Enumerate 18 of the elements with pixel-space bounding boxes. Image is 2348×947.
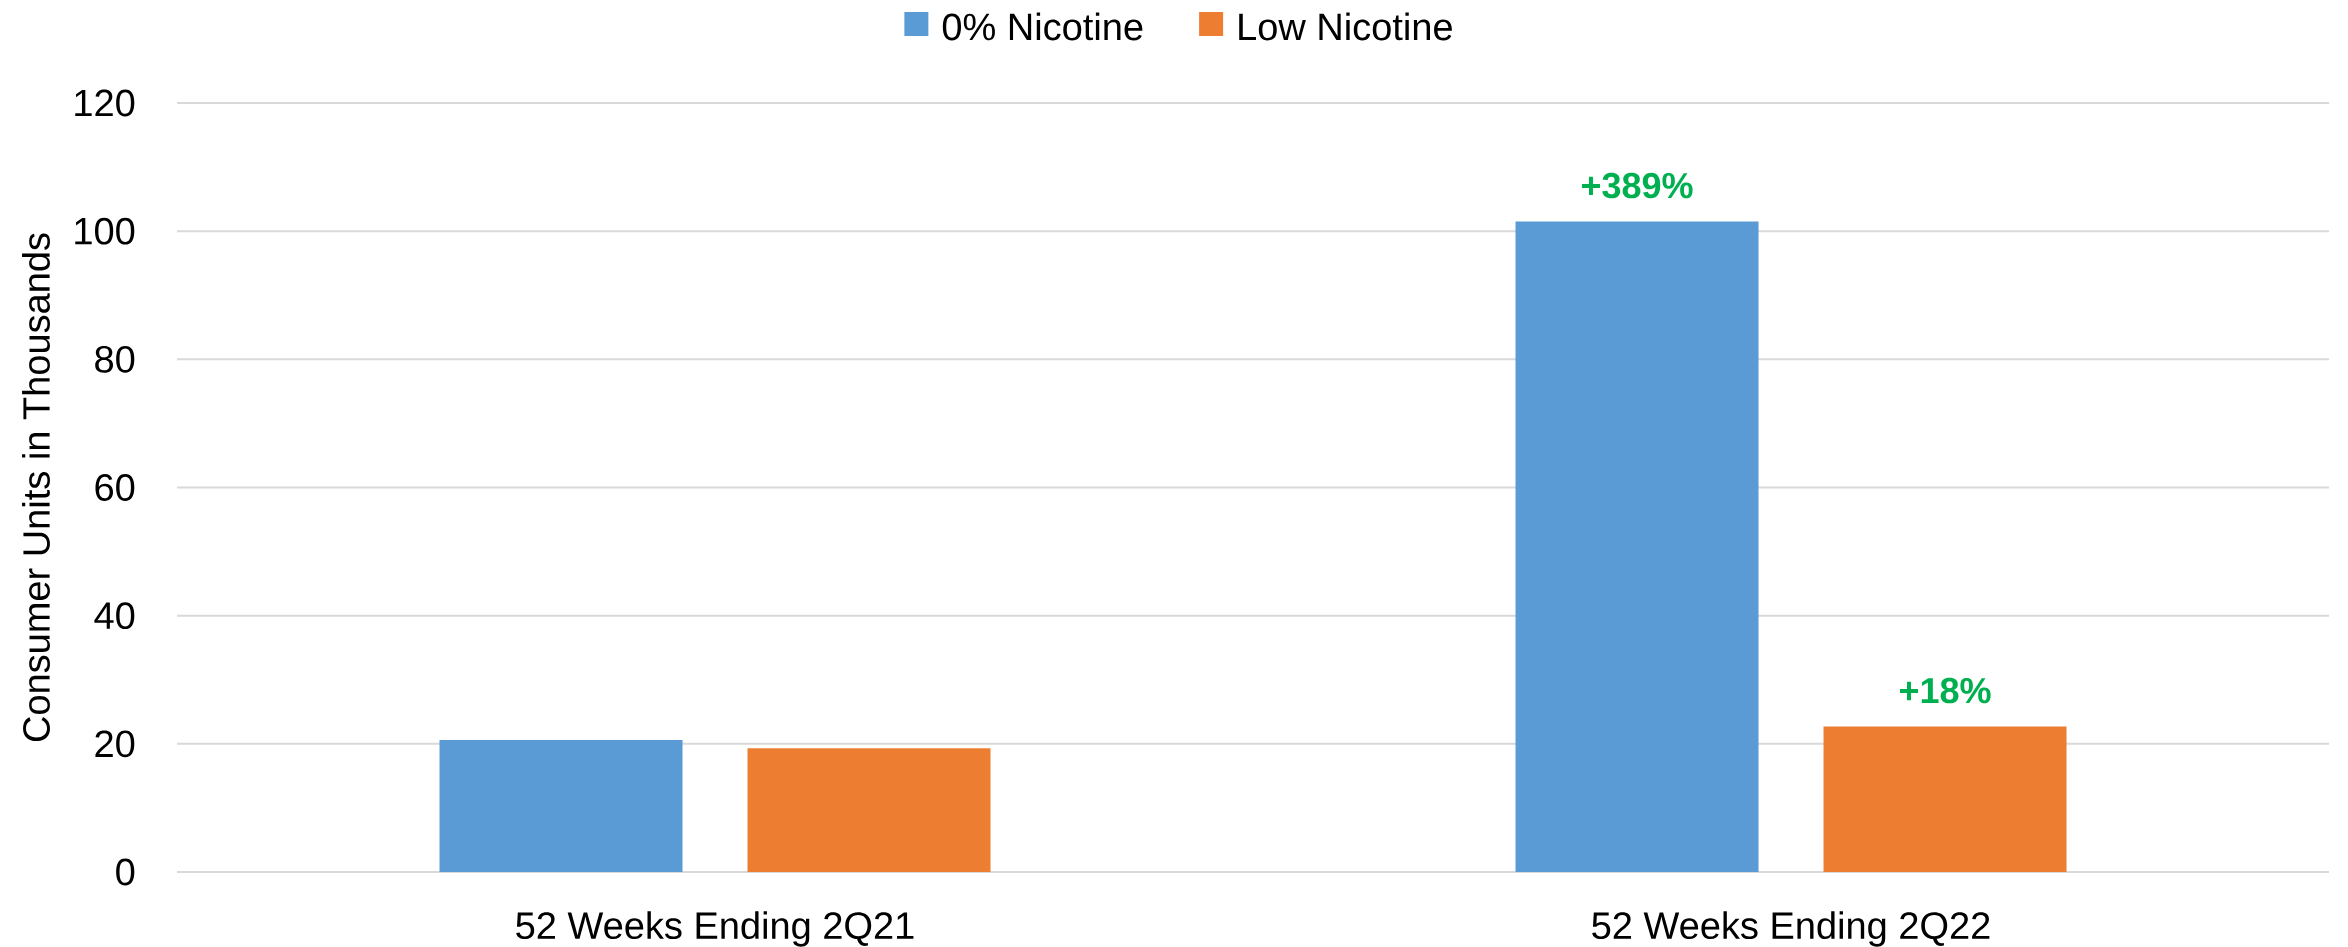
- y-tick-label: 100: [75, 217, 135, 245]
- y-tick-label: 0: [116, 858, 135, 886]
- bar: [1515, 221, 1759, 872]
- bar: [747, 748, 991, 872]
- y-tick-label: 120: [75, 89, 135, 117]
- annotation: +18%: [1900, 677, 1991, 704]
- x-tick-label: 52 Weeks Ending 2Q21: [516, 911, 914, 947]
- x-tick-label: 52 Weeks Ending 2Q22: [1592, 911, 1990, 947]
- annotation: +389%: [1581, 172, 1693, 199]
- legend-label: 0% Nicotine: [942, 12, 1143, 41]
- y-tick-label: 80: [95, 345, 135, 373]
- legend-label: Low Nicotine: [1239, 12, 1452, 41]
- bar: [439, 739, 683, 872]
- y-tick-label: 60: [95, 474, 135, 501]
- y-tick-label: 20: [95, 730, 135, 758]
- y-tick-label: 40: [94, 602, 135, 630]
- y-axis-title: Consumer Units in Thousands: [22, 233, 50, 742]
- bar: [1823, 726, 2067, 872]
